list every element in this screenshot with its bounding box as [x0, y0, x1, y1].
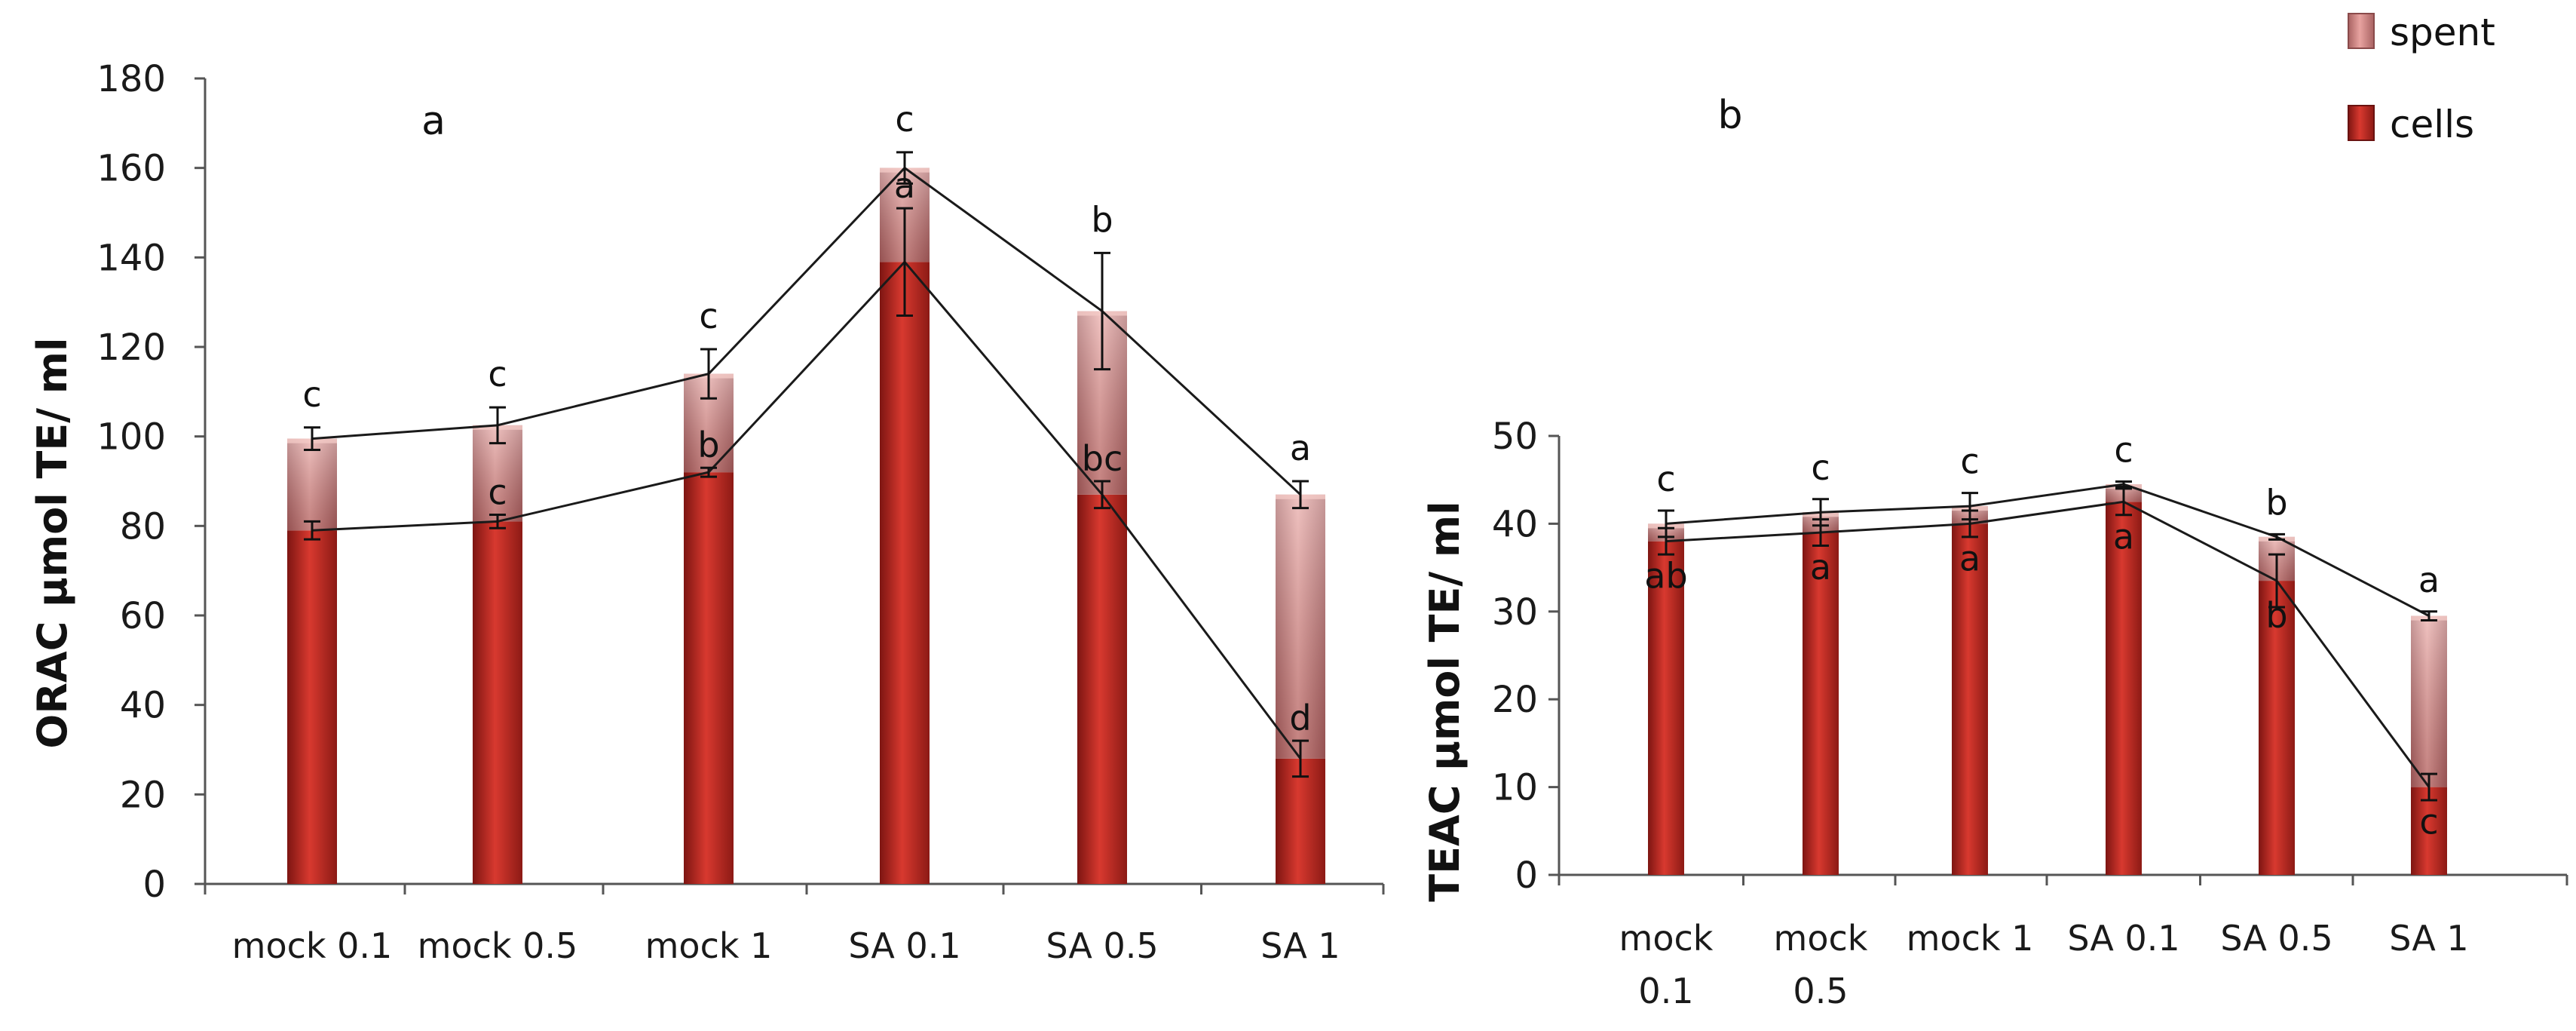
sig-letter-spent: c [1811, 447, 1830, 488]
sig-letter-cells: c [2419, 802, 2438, 842]
category-label: SA 0.5 [2220, 918, 2332, 959]
sig-letter-cells: b [697, 425, 719, 465]
y-tick-label-a: 160 [96, 148, 166, 190]
y-axis-title-a: ORAC µmol TE/ ml [29, 337, 76, 748]
legend: spent cells [2348, 11, 2495, 146]
bar-spent-shade [1276, 494, 1325, 759]
series-line-spent [1665, 483, 2430, 617]
series-line-spent [311, 166, 1302, 496]
bar-cells [2106, 502, 2142, 875]
sig-letter-spent: c [302, 374, 321, 415]
sig-letter-spent: c [699, 296, 718, 336]
y-tick-label-b: 50 [1492, 416, 1538, 458]
bar-cells [287, 530, 337, 884]
bar-cells [1077, 494, 1127, 884]
category-label: SA 0.1 [2067, 918, 2179, 959]
y-axis-title-b: TEAC µmol TE/ ml [1421, 501, 1469, 901]
y-tick-label-a: 100 [96, 416, 166, 459]
sig-letter-cells: a [1959, 538, 1980, 578]
y-tick-label-a: 80 [120, 505, 166, 548]
y-tick-label-a: 60 [120, 595, 166, 637]
series-line-cells [311, 260, 1302, 759]
sig-letter-cells: d [1289, 698, 1311, 738]
sig-letter-spent: c [895, 99, 914, 140]
y-tick-label-b: 10 [1492, 767, 1538, 809]
sig-letter-spent: c [1656, 459, 1675, 499]
bar-cells [684, 472, 734, 884]
sig-letter-spent: b [2265, 482, 2287, 523]
bar-cells [880, 262, 930, 884]
bar-spent-shade [287, 438, 337, 531]
sig-letter-cells: a [894, 165, 915, 206]
category-label: SA 0.1 [848, 925, 960, 966]
category-label: 0.5 [1793, 971, 1848, 1011]
sig-letter-cells: ab [1644, 556, 1687, 597]
bar-cells [473, 521, 522, 884]
y-tick-label-a: 180 [96, 58, 166, 100]
sig-letter-spent: a [1290, 428, 1311, 468]
y-tick-label-b: 30 [1492, 591, 1538, 634]
y-tick-label-a: 40 [120, 685, 166, 727]
y-tick-label-a: 140 [96, 237, 166, 279]
y-tick-label-a: 20 [120, 774, 166, 816]
category-label: mock 1 [645, 925, 773, 966]
category-label: mock 1 [1907, 918, 2034, 959]
bar-cells [1276, 758, 1325, 884]
category-label: mock 0.5 [418, 925, 578, 966]
bar-cells [2411, 787, 2447, 875]
category-label: mock [1619, 918, 1714, 959]
category-label: mock 0.1 [232, 925, 393, 966]
legend-swatch-cells [2348, 105, 2375, 141]
bar-cells [2259, 581, 2295, 875]
bar-spent-shade [2411, 615, 2447, 787]
sig-letter-cells: a [1810, 547, 1831, 588]
category-label: SA 0.5 [1046, 925, 1158, 966]
legend-label-spent: spent [2390, 11, 2495, 54]
panel-label-a: a [421, 99, 446, 144]
legend-swatch-spent [2348, 13, 2375, 49]
panel-label-b: b [1717, 93, 1742, 138]
category-label: mock [1774, 918, 1868, 959]
legend-label-cells: cells [2390, 103, 2474, 146]
y-tick-label-a: 120 [96, 327, 166, 369]
y-tick-label-a: 0 [142, 864, 166, 906]
sig-letter-cells: bc [1082, 438, 1123, 479]
panel-b: 01020304050cabcacacabbacmock0.1mock0.5mo… [1492, 416, 2568, 1011]
bar-cells [1648, 541, 1684, 875]
category-label: SA 1 [1260, 925, 1340, 966]
sig-letter-spent: c [2114, 430, 2133, 471]
bar-cells [1803, 532, 1839, 875]
bar-cells [1952, 523, 1988, 875]
sig-letter-cells: c [488, 472, 507, 513]
sig-letter-cells: a [2113, 516, 2134, 557]
sig-letter-cells: b [2265, 595, 2287, 636]
sig-letter-spent: c [1960, 441, 1979, 482]
category-label: 0.1 [1638, 971, 1693, 1011]
sig-letter-spent: c [488, 354, 507, 394]
series-line-cells [1665, 500, 2431, 788]
sig-letter-spent: a [2418, 560, 2440, 600]
y-tick-label-b: 40 [1492, 503, 1538, 545]
y-tick-label-b: 0 [1515, 855, 1538, 897]
category-label: SA 1 [2389, 918, 2468, 959]
y-tick-label-b: 20 [1492, 679, 1538, 721]
sig-letter-spent: b [1091, 199, 1113, 240]
